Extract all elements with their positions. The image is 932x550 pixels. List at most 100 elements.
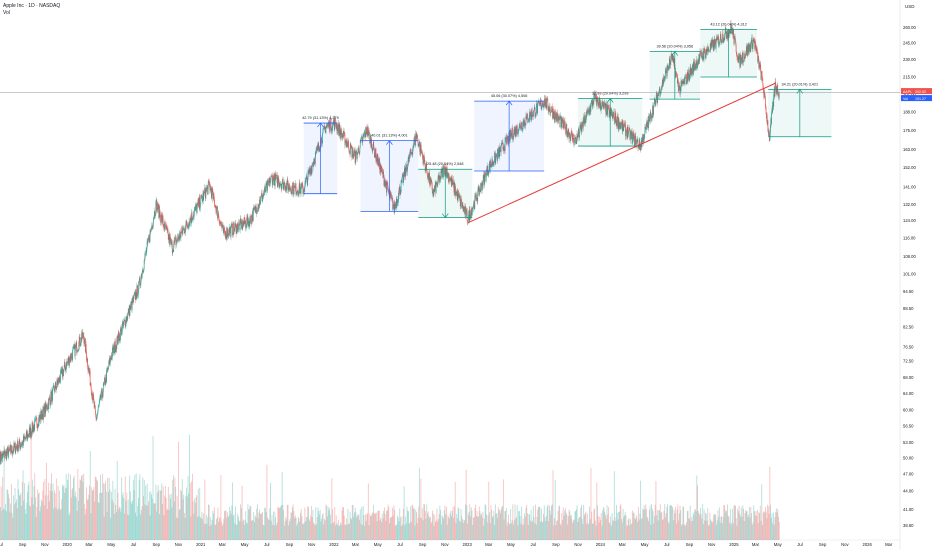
volume-bar: [208, 504, 209, 540]
candle-body: [140, 284, 141, 286]
volume-bar: [86, 499, 88, 540]
candle-body: [321, 142, 323, 145]
candle-body: [64, 367, 66, 371]
volume-bar: [518, 510, 520, 540]
candle-body: [405, 163, 407, 170]
volume-bar: [171, 507, 173, 540]
time-tick-label: 2022: [329, 542, 339, 547]
volume-bar: [507, 522, 509, 540]
candle-body: [437, 178, 439, 185]
volume-bar: [13, 495, 15, 540]
volume-bar: [748, 507, 750, 540]
volume-bar: [761, 484, 763, 540]
candle-body: [271, 176, 273, 185]
candle-body: [175, 240, 177, 246]
candle-body: [547, 107, 549, 111]
candle-body: [132, 297, 134, 303]
candle-body: [36, 419, 38, 425]
volume-bar: [506, 525, 508, 540]
candle-body: [262, 194, 264, 197]
candle-body: [637, 139, 639, 149]
candle-body: [441, 169, 442, 173]
candle-body: [283, 182, 285, 185]
candle-body: [694, 65, 696, 70]
volume-bar: [7, 489, 9, 540]
volume-bar: [64, 492, 66, 540]
candle-body: [465, 206, 467, 218]
volume-bar: [651, 504, 652, 540]
candle-body: [469, 209, 471, 214]
volume-bar: [112, 480, 114, 540]
candle-body: [548, 107, 550, 112]
volume-bar: [326, 505, 328, 540]
candle-body: [210, 188, 212, 192]
volume-bar: [290, 512, 292, 540]
volume-bar: [551, 505, 552, 540]
candle-body: [269, 181, 271, 187]
candle-body: [255, 205, 256, 213]
candle-body: [637, 145, 639, 149]
volume-bar: [698, 512, 700, 540]
time-tick-label: 2020: [62, 542, 72, 547]
candle-body: [662, 77, 664, 86]
candle-body: [66, 361, 68, 364]
candle-body: [83, 336, 84, 338]
candle-body: [534, 107, 536, 117]
candle-body: [85, 344, 87, 353]
candle-body: [163, 224, 164, 226]
candle-body: [701, 51, 702, 58]
volume-bar: [343, 515, 345, 540]
candle-body: [501, 143, 502, 147]
volume-bar: [730, 524, 732, 540]
candle-body: [194, 206, 196, 208]
volume-bar: [376, 521, 378, 540]
candle-body: [136, 286, 138, 298]
candle-body: [610, 108, 612, 114]
candle-body: [156, 202, 158, 212]
volume-bar: [765, 511, 767, 540]
candle-body: [452, 179, 454, 185]
volume-bar: [534, 523, 536, 540]
volume-bar: [545, 515, 547, 540]
candle-body: [507, 135, 509, 144]
candle-body: [396, 199, 397, 209]
volume-bar: [300, 512, 301, 540]
candle-body: [43, 405, 45, 411]
candle-body: [74, 344, 76, 357]
candle-body: [560, 118, 562, 128]
volume-bar: [75, 491, 77, 540]
symbol-title[interactable]: Apple Inc · 1D · NASDAQ: [3, 3, 61, 9]
volume-bar: [400, 525, 402, 540]
candle-body: [659, 87, 660, 93]
candle-body: [625, 129, 627, 137]
candle-body: [228, 234, 229, 236]
candle-body: [391, 198, 393, 200]
volume-bar: [424, 504, 425, 540]
candle-body: [275, 177, 277, 180]
volume-bar: [190, 516, 192, 540]
volume-bar: [149, 515, 151, 540]
volume-bar: [587, 522, 589, 540]
candle-body: [565, 126, 567, 135]
candle-body: [296, 192, 298, 194]
time-tick-label: Sep: [286, 542, 294, 547]
candle-body: [225, 235, 227, 239]
volume-bar: [711, 523, 713, 540]
candle-body: [643, 137, 645, 139]
candle-body: [164, 221, 165, 230]
volume-bar: [93, 487, 95, 540]
candle-body: [85, 344, 87, 353]
volume-bar: [640, 518, 642, 540]
candle-body: [305, 177, 307, 181]
candle-body: [156, 202, 158, 210]
volume-bar: [35, 497, 36, 540]
candle-body: [658, 94, 659, 97]
candle-body: [573, 133, 574, 141]
candle-body: [140, 277, 142, 286]
volume-legend[interactable]: Vol: [3, 10, 10, 16]
candle-body: [232, 233, 234, 235]
candle-body: [352, 147, 353, 151]
candle-body: [23, 435, 25, 442]
volume-bar: [605, 518, 607, 540]
